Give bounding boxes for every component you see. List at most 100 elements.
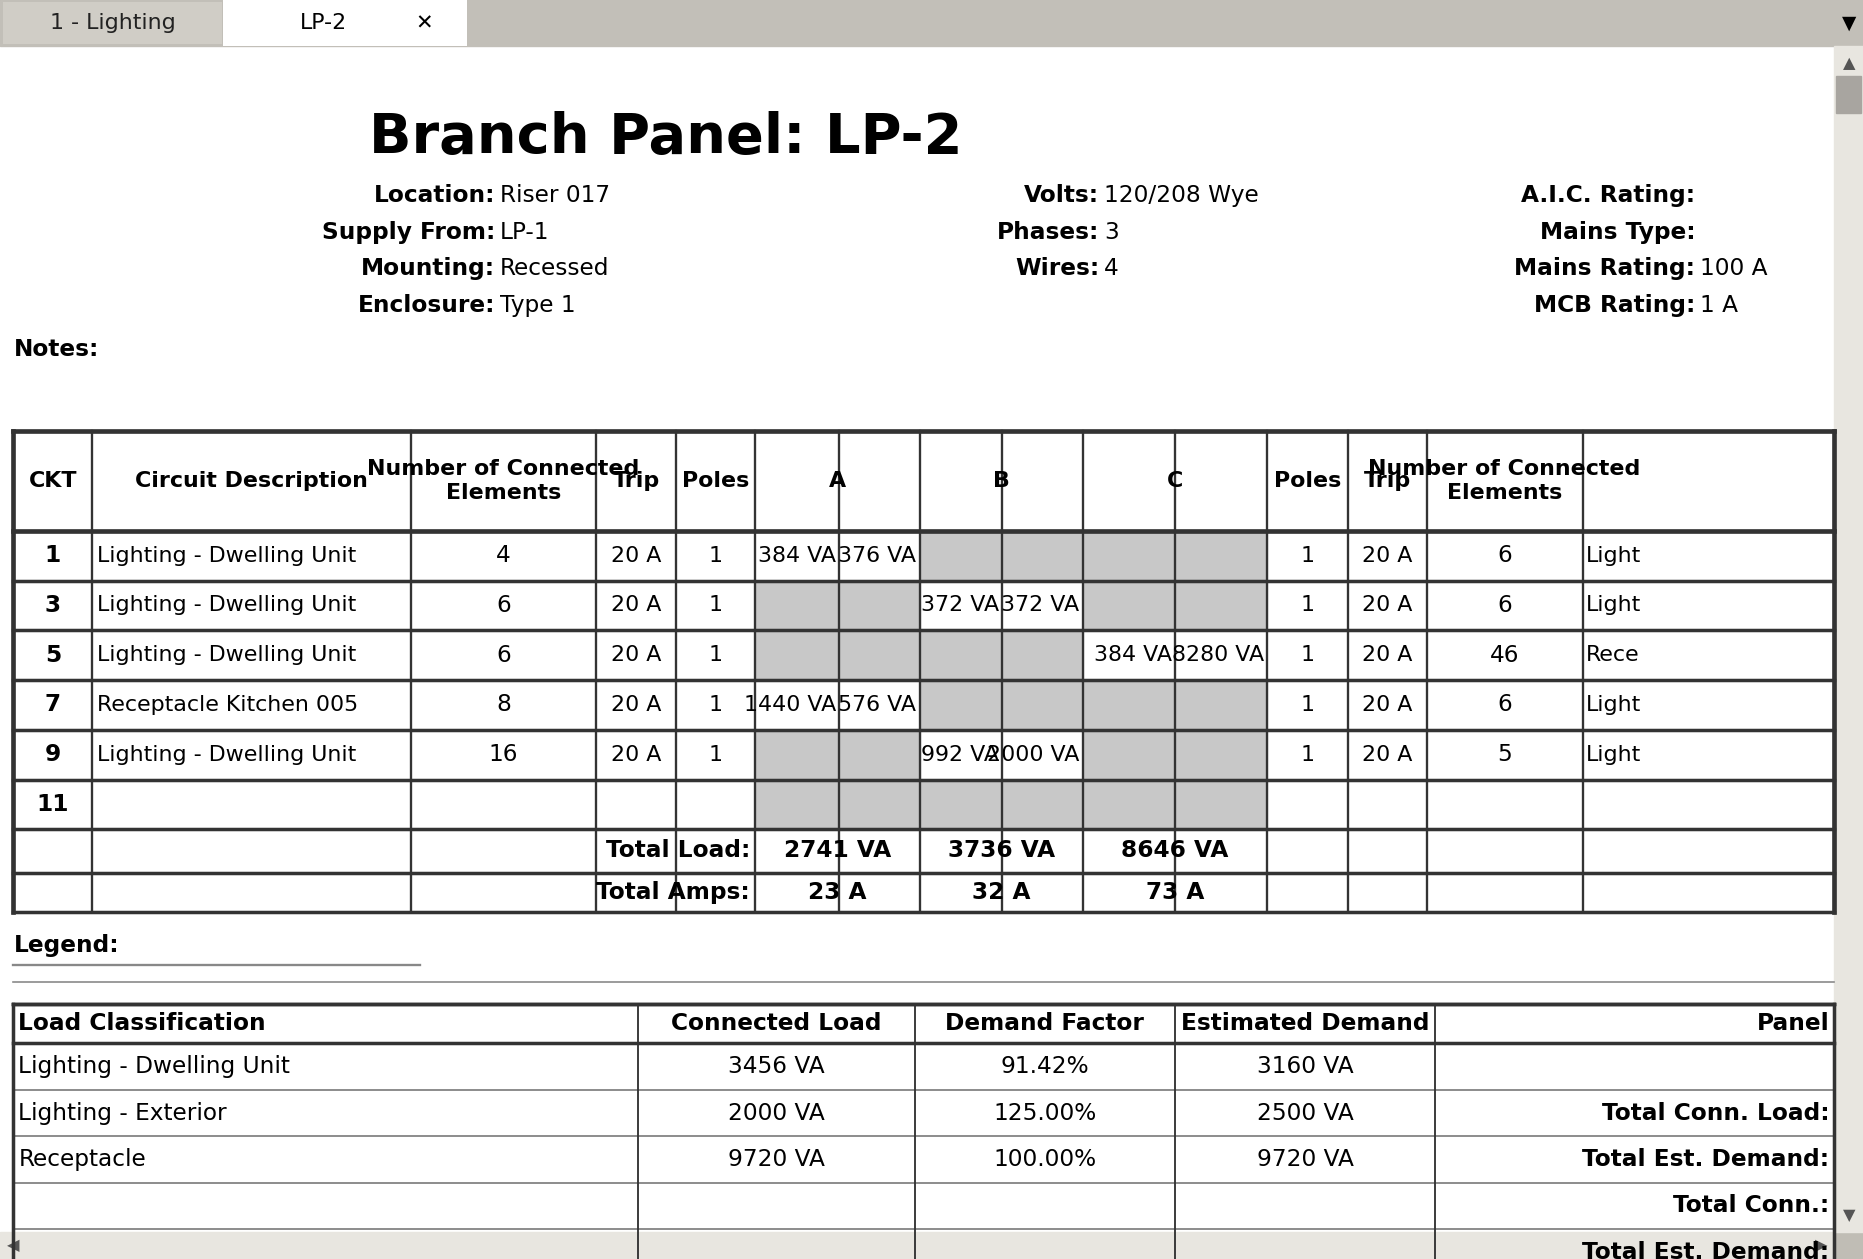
Bar (224, 0, 466, 47)
Bar (0, 1233, 1835, 1259)
Text: 20 A: 20 A (611, 745, 661, 764)
Bar (1837, 77, 1861, 113)
Text: C: C (1166, 471, 1183, 491)
Text: Lighting - Dwelling Unit: Lighting - Dwelling Unit (97, 645, 356, 665)
Bar (755, 580, 920, 631)
Text: 100.00%: 100.00% (993, 1148, 1095, 1171)
Bar (755, 631, 1082, 680)
Text: 8: 8 (496, 694, 510, 716)
Text: ▼: ▼ (1843, 14, 1857, 33)
Text: 91.42%: 91.42% (1000, 1055, 1090, 1078)
Text: 3: 3 (1105, 220, 1120, 244)
Text: 372 VA: 372 VA (920, 596, 999, 616)
Text: 9: 9 (45, 743, 61, 767)
Text: 3160 VA: 3160 VA (1258, 1055, 1353, 1078)
Text: 20 A: 20 A (1362, 545, 1412, 565)
Text: A: A (829, 471, 846, 491)
Text: Demand Factor: Demand Factor (945, 1012, 1144, 1035)
Text: Total Est. Demand:: Total Est. Demand: (1582, 1148, 1829, 1171)
Text: 20 A: 20 A (1362, 745, 1412, 764)
Text: Circuit Description: Circuit Description (136, 471, 369, 491)
Bar (755, 730, 920, 779)
Text: 20 A: 20 A (1362, 596, 1412, 616)
Text: 1 A: 1 A (1701, 293, 1738, 317)
Text: Trip: Trip (613, 471, 660, 491)
Text: 5: 5 (45, 643, 61, 667)
Text: 3456 VA: 3456 VA (728, 1055, 825, 1078)
Text: 8646 VA: 8646 VA (1122, 840, 1228, 862)
Bar (4, 3, 222, 44)
Bar (1835, 47, 1863, 1233)
Text: 120/208 Wye: 120/208 Wye (1105, 184, 1259, 208)
Text: Supply From:: Supply From: (322, 220, 496, 244)
Text: 6: 6 (1498, 594, 1513, 617)
Text: Connected Load: Connected Load (671, 1012, 881, 1035)
Text: MCB Rating:: MCB Rating: (1533, 293, 1695, 317)
Text: 6: 6 (1498, 694, 1513, 716)
Text: Lighting - Dwelling Unit: Lighting - Dwelling Unit (97, 745, 356, 764)
Text: Number of Connected
Elements: Number of Connected Elements (367, 458, 639, 504)
Text: Total Conn. Load:: Total Conn. Load: (1602, 1102, 1829, 1124)
Text: 11: 11 (37, 793, 69, 816)
Text: 1: 1 (708, 596, 723, 616)
Text: Recessed: Recessed (499, 257, 609, 281)
Text: Light: Light (1585, 545, 1641, 565)
Text: 6: 6 (496, 643, 510, 667)
Text: 1: 1 (708, 695, 723, 715)
Text: Light: Light (1585, 695, 1641, 715)
Text: 23 A: 23 A (809, 881, 866, 904)
Text: 992 VA: 992 VA (920, 745, 999, 764)
Text: CKT: CKT (28, 471, 76, 491)
Text: Phases:: Phases: (997, 220, 1099, 244)
Text: 4: 4 (1105, 257, 1120, 281)
Text: 384 VA: 384 VA (758, 545, 836, 565)
Text: 5: 5 (1498, 743, 1513, 767)
Text: 32 A: 32 A (972, 881, 1030, 904)
Text: Poles: Poles (1274, 471, 1341, 491)
Text: Lighting - Exterior: Lighting - Exterior (19, 1102, 227, 1124)
Text: 6: 6 (496, 594, 510, 617)
Text: 4: 4 (496, 544, 510, 568)
Text: 20 A: 20 A (611, 596, 661, 616)
Text: 1 - Lighting: 1 - Lighting (50, 14, 175, 33)
Text: 1: 1 (1300, 545, 1315, 565)
Text: Enclosure:: Enclosure: (358, 293, 496, 317)
Text: 20 A: 20 A (611, 545, 661, 565)
Text: 2500 VA: 2500 VA (1256, 1102, 1353, 1124)
Text: 8280 VA: 8280 VA (1172, 645, 1263, 665)
Text: ▲: ▲ (1843, 55, 1856, 71)
Text: ◀: ◀ (7, 1239, 20, 1253)
Text: Branch Panel: LP-2: Branch Panel: LP-2 (369, 111, 963, 165)
Text: Number of Connected
Elements: Number of Connected Elements (1369, 458, 1641, 504)
Text: 20 A: 20 A (1362, 695, 1412, 715)
Text: Type 1: Type 1 (499, 293, 576, 317)
Text: 7: 7 (45, 694, 61, 716)
Text: 2000 VA: 2000 VA (728, 1102, 825, 1124)
Text: 1: 1 (1300, 695, 1315, 715)
Text: 73 A: 73 A (1146, 881, 1203, 904)
Text: Riser 017: Riser 017 (499, 184, 611, 208)
Text: 1: 1 (1300, 745, 1315, 764)
Text: Notes:: Notes: (13, 339, 99, 361)
Text: Rece: Rece (1585, 645, 1639, 665)
Text: 1: 1 (1300, 645, 1315, 665)
Text: Receptacle: Receptacle (19, 1148, 145, 1171)
Text: 1: 1 (708, 745, 723, 764)
Text: LP-2: LP-2 (300, 14, 348, 33)
Text: 2000 VA: 2000 VA (987, 745, 1079, 764)
Text: 16: 16 (488, 743, 518, 767)
Text: 9720 VA: 9720 VA (728, 1148, 825, 1171)
Text: 1: 1 (1300, 596, 1315, 616)
Text: Mains Type:: Mains Type: (1539, 220, 1695, 244)
Text: LP-1: LP-1 (499, 220, 550, 244)
Bar (0, 0, 1863, 47)
Text: 3736 VA: 3736 VA (948, 840, 1054, 862)
Text: Total Amps:: Total Amps: (596, 881, 751, 904)
Text: B: B (993, 471, 1010, 491)
Text: Light: Light (1585, 596, 1641, 616)
Text: ✕: ✕ (415, 14, 434, 33)
Text: Location:: Location: (374, 184, 496, 208)
Bar (755, 779, 1267, 830)
Text: Estimated Demand: Estimated Demand (1181, 1012, 1429, 1035)
Text: 20 A: 20 A (611, 645, 661, 665)
